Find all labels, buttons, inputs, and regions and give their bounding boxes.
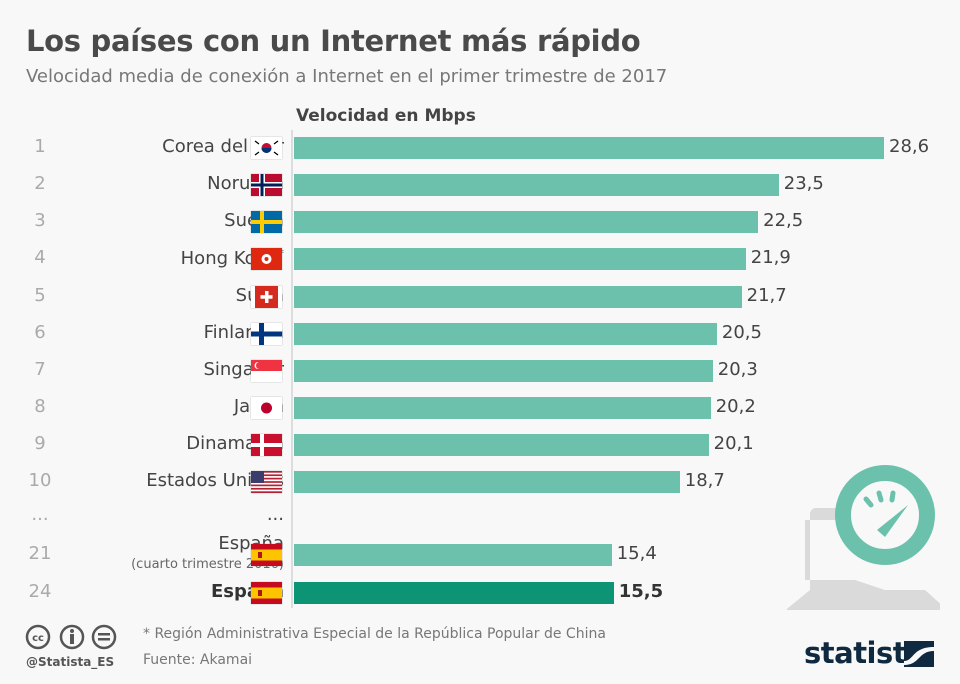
flag-spain-icon — [251, 582, 282, 604]
rank: 21 — [28, 543, 52, 564]
ellipsis-label: ... — [266, 504, 284, 525]
value-label: 21,9 — [750, 247, 791, 268]
value-label: 21,7 — [746, 285, 787, 306]
bar — [294, 174, 779, 196]
value-label: 20,2 — [715, 396, 756, 417]
source: Fuente: Akamai — [143, 652, 253, 668]
country-sublabel: (cuarto trimestre 2016) — [131, 557, 284, 572]
rank: 2 — [34, 173, 46, 194]
value-label: 23,5 — [783, 173, 824, 194]
flag-finland-icon — [251, 323, 282, 345]
bar — [294, 323, 717, 345]
footnote: * Región Administrativa Especial de la R… — [143, 626, 606, 642]
flag-japan-icon — [251, 397, 282, 419]
value-label: 18,7 — [684, 470, 725, 491]
value-label: 20,5 — [721, 322, 762, 343]
svg-text:cc: cc — [32, 633, 44, 644]
flag-switzerland-icon — [251, 286, 282, 308]
flag-denmark-icon — [251, 434, 282, 456]
bar — [294, 211, 759, 233]
flag-hong-kong-icon — [251, 248, 282, 270]
rank: 4 — [34, 247, 46, 268]
bar — [294, 471, 680, 493]
rank: 24 — [28, 581, 52, 602]
bar — [294, 544, 612, 566]
chart-subtitle: Velocidad media de conexión a Internet e… — [26, 66, 668, 87]
axis-title: Velocidad en Mbps — [296, 106, 476, 126]
rank: 6 — [34, 322, 46, 343]
license-icons: cc — [25, 624, 117, 650]
bar — [294, 286, 742, 308]
bar — [294, 248, 746, 270]
value-label: 20,3 — [717, 359, 758, 380]
axis-line — [291, 130, 293, 608]
chart-title: Los países con un Internet más rápido — [26, 24, 641, 58]
country-label: Estados Unidos — [146, 470, 284, 491]
statista-logo-icon — [904, 641, 934, 667]
value-label: 22,5 — [763, 210, 804, 231]
rank: 8 — [34, 396, 46, 417]
bar — [294, 397, 711, 419]
flag-singapore-icon — [251, 360, 282, 382]
rank: 9 — [34, 433, 46, 454]
bar — [294, 434, 709, 456]
value-label: 20,1 — [713, 433, 754, 454]
flag-south-korea-icon — [251, 137, 282, 159]
ellipsis-rank: ... — [31, 504, 49, 525]
twitter-handle: @Statista_ES — [26, 655, 115, 669]
bar — [294, 137, 884, 159]
rank: 7 — [34, 359, 46, 380]
bar — [294, 582, 614, 604]
value-label: 15,5 — [618, 581, 664, 602]
flag-norway-icon — [251, 174, 282, 196]
value-label: 15,4 — [616, 543, 657, 564]
rank: 10 — [28, 470, 52, 491]
rank: 1 — [34, 136, 46, 157]
flag-usa-icon — [251, 471, 282, 493]
flag-spain-icon — [251, 544, 282, 566]
bar — [294, 360, 713, 382]
speedometer-icon — [786, 465, 940, 610]
rank: 5 — [34, 285, 46, 306]
value-label: 28,6 — [889, 136, 930, 157]
rank: 3 — [34, 210, 46, 231]
country-name: Estados Unidos — [146, 470, 284, 491]
flag-sweden-icon — [251, 211, 282, 233]
